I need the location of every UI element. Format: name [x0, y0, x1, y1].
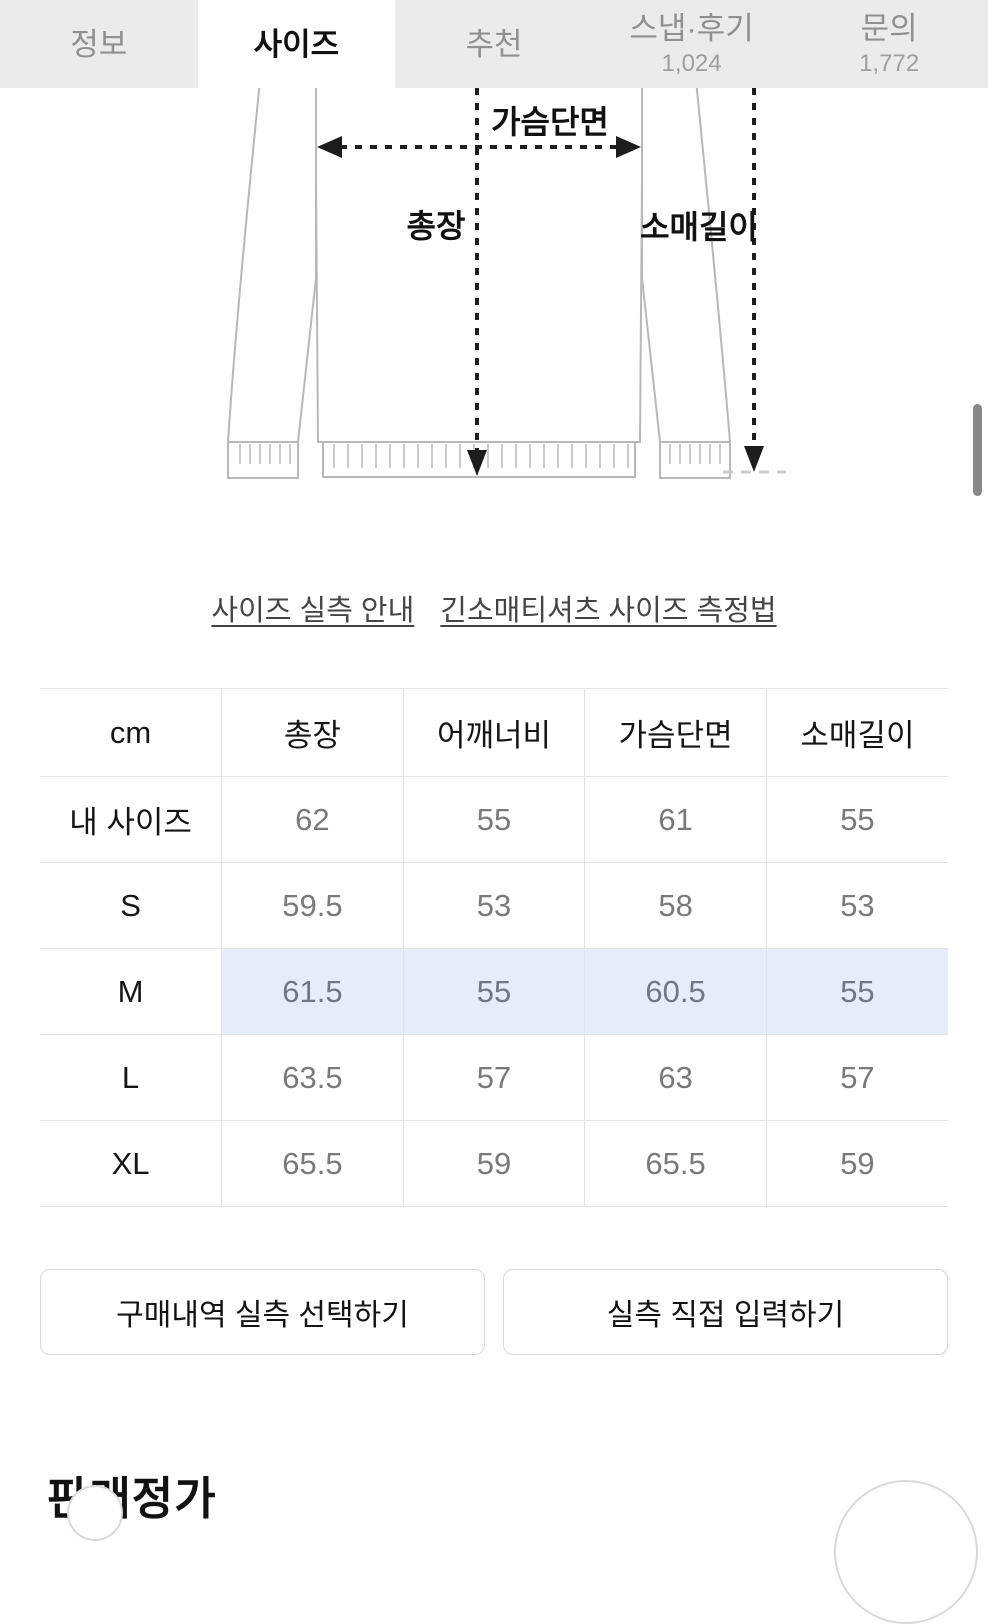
- chest-right-arrowhead-icon: [616, 136, 641, 158]
- tab-label: 문의: [860, 11, 918, 46]
- size-value-cell: 57: [765, 1034, 948, 1121]
- garment-left-sleeve: [226, 88, 317, 443]
- select-purchase-measure-button[interactable]: 구매내역 실측 선택하기: [40, 1269, 485, 1355]
- size-row-label: S: [40, 862, 223, 949]
- total-length-label: 총장: [407, 208, 466, 244]
- size-value-cell: 61.5: [221, 948, 404, 1035]
- tab-bar: 정보 사이즈 추천 스냅·후기 1,024 문의 1,772: [0, 0, 988, 88]
- column-header-sleeve: 소매길이: [765, 688, 948, 777]
- tab-recommend[interactable]: 추천: [395, 0, 593, 88]
- length-arrowhead-icon: [467, 450, 487, 476]
- measure-links-row: 사이즈 실측 안내 긴소매티셔츠 사이즈 측정법: [0, 588, 988, 628]
- size-row-label: XL: [40, 1120, 223, 1207]
- tab-label: 추천: [465, 27, 523, 62]
- size-value-cell: 55: [402, 948, 586, 1035]
- tab-count: 1,024: [661, 50, 722, 77]
- size-value-cell: 53: [402, 862, 586, 949]
- hem-rib-lines: [333, 444, 629, 468]
- garment-measurement-diagram: 가슴단면 총장 소매길이: [0, 88, 988, 560]
- scrollbar-thumb[interactable]: [973, 404, 982, 496]
- size-table: cm 총장 어깨너비 가슴단면 소매길이 내 사이즈 62 55 61 55 S…: [40, 688, 948, 1207]
- size-value-cell: 63.5: [221, 1034, 404, 1121]
- column-header-cm: cm: [40, 688, 223, 777]
- size-value-cell: 65.5: [221, 1120, 404, 1207]
- size-row-label: L: [40, 1034, 223, 1121]
- size-row-m-highlighted[interactable]: M 61.5 55 60.5 55: [40, 948, 948, 1035]
- size-value-cell: 59: [402, 1120, 586, 1207]
- tab-info[interactable]: 정보: [0, 0, 198, 88]
- right-cuff: [659, 441, 731, 479]
- size-value-cell: 63: [584, 1034, 767, 1121]
- size-value-cell: 55: [765, 776, 948, 863]
- sleeve-arrowhead-icon: [744, 446, 764, 472]
- sleeve-length-label: 소매길이: [640, 209, 758, 245]
- right-cuff-ribs: [669, 444, 721, 464]
- size-value-cell: 60.5: [584, 948, 767, 1035]
- tab-label: 스냅·후기: [629, 11, 754, 46]
- floating-circle-badge: [67, 1485, 123, 1541]
- garment-right-sleeve: [641, 88, 732, 443]
- size-value-cell: 62: [221, 776, 404, 863]
- size-value-cell: 61: [584, 776, 767, 863]
- tab-size[interactable]: 사이즈: [197, 0, 396, 88]
- tab-inquiry[interactable]: 문의 1,772: [790, 0, 988, 88]
- garment-body-outline: [314, 88, 644, 443]
- size-value-cell: 65.5: [584, 1120, 767, 1207]
- tab-count: 1,772: [859, 50, 920, 77]
- garment-diagram-svg: 가슴단면 총장 소매길이: [226, 88, 786, 479]
- measure-actions-row: 구매내역 실측 선택하기 실측 직접 입력하기: [40, 1269, 948, 1355]
- size-row-xl[interactable]: XL 65.5 59 65.5 59: [40, 1120, 948, 1207]
- column-header-shoulder: 어깨너비: [402, 688, 586, 777]
- left-cuff-ribs: [239, 444, 291, 464]
- size-table-header-row: cm 총장 어깨너비 가슴단면 소매길이: [40, 688, 948, 777]
- tab-label: 정보: [70, 27, 128, 62]
- chest-left-arrowhead-icon: [317, 136, 342, 158]
- size-row-l[interactable]: L 63.5 57 63 57: [40, 1034, 948, 1121]
- tab-label: 사이즈: [253, 27, 340, 62]
- size-measure-guide-link[interactable]: 사이즈 실측 안내: [211, 595, 415, 627]
- size-row-label: 내 사이즈: [40, 776, 223, 863]
- column-header-total-length: 총장: [221, 688, 404, 777]
- size-value-cell: 59: [765, 1120, 948, 1207]
- enter-measure-directly-button[interactable]: 실측 직접 입력하기: [503, 1269, 948, 1355]
- size-value-cell: 55: [765, 948, 948, 1035]
- size-value-cell: 59.5: [221, 862, 404, 949]
- tab-snap-reviews[interactable]: 스냅·후기 1,024: [593, 0, 791, 88]
- size-row-s[interactable]: S 59.5 53 58 53: [40, 862, 948, 949]
- size-value-cell: 55: [402, 776, 586, 863]
- size-value-cell: 53: [765, 862, 948, 949]
- size-row-label: M: [40, 948, 223, 1035]
- measure-method-link[interactable]: 긴소매티셔츠 사이즈 측정법: [440, 595, 777, 627]
- size-value-cell: 57: [402, 1034, 586, 1121]
- size-row-my-size[interactable]: 내 사이즈 62 55 61 55: [40, 776, 948, 863]
- size-value-cell: 58: [584, 862, 767, 949]
- chest-width-label: 가슴단면: [491, 104, 609, 140]
- left-cuff: [227, 441, 299, 479]
- floating-action-button[interactable]: [834, 1480, 978, 1624]
- column-header-chest: 가슴단면: [584, 688, 767, 777]
